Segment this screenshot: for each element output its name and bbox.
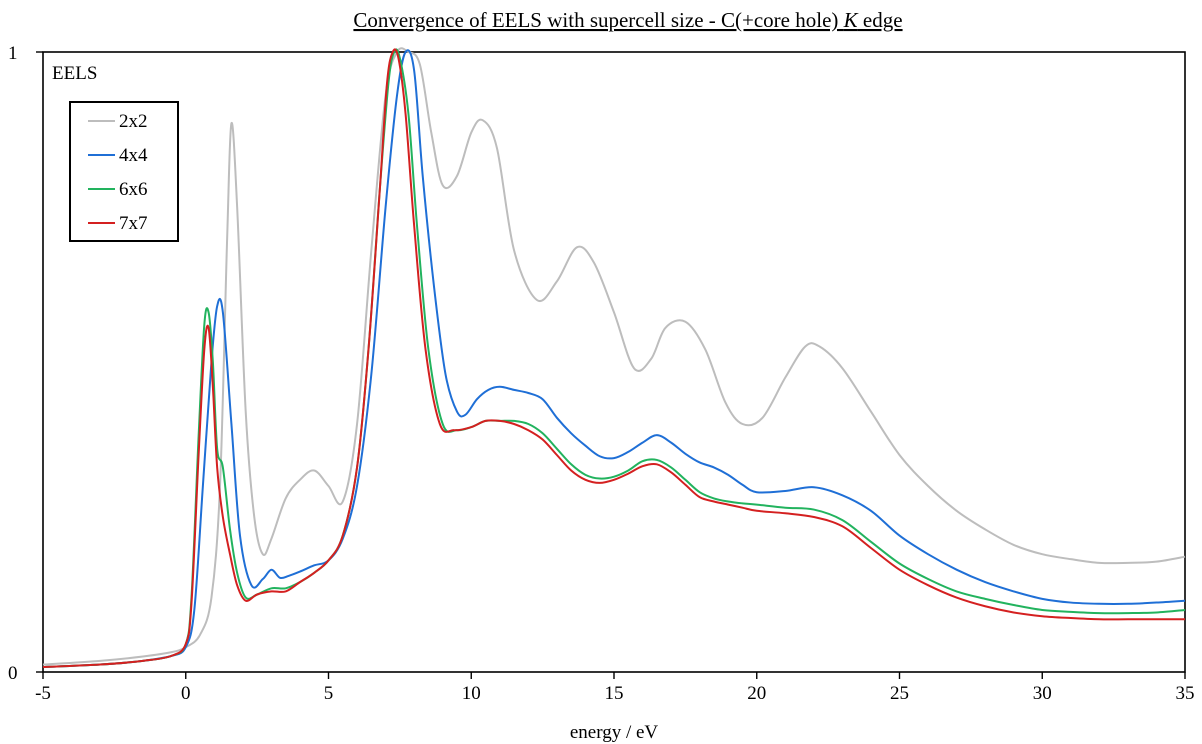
chart-title-italic: K — [843, 8, 859, 32]
x-tick-label: -5 — [35, 683, 51, 704]
x-tick-label: 0 — [181, 683, 191, 704]
chart-title: Convergence of EELS with supercell size … — [353, 8, 902, 32]
x-tick-label: 15 — [605, 683, 624, 704]
chart-title-suffix: edge — [858, 8, 903, 32]
y-tick-label: 1 — [8, 43, 18, 64]
series-line-4x4 — [42, 49, 1186, 669]
legend-box — [69, 101, 179, 242]
legend-label-2x2: 2x2 — [119, 111, 148, 132]
x-tick-label: 20 — [747, 683, 766, 704]
series-lines — [42, 47, 1186, 669]
y-tick-label: 0 — [8, 663, 18, 684]
y-axis-label: EELS — [52, 63, 97, 84]
legend: 2x2 4x4 6x6 7x7 — [69, 101, 179, 242]
chart-title-prefix: Convergence of EELS with supercell size … — [353, 8, 843, 32]
x-tick-label: 5 — [324, 683, 334, 704]
x-tick-label: 30 — [1033, 683, 1052, 704]
x-tick-label: 25 — [890, 683, 909, 704]
series-line-2x2 — [42, 47, 1186, 666]
x-tick-label: 35 — [1176, 683, 1195, 704]
legend-label-7x7: 7x7 — [119, 213, 148, 234]
legend-label-4x4: 4x4 — [119, 145, 148, 166]
x-tick-label: 10 — [462, 683, 481, 704]
x-axis-label: energy / eV — [570, 722, 659, 743]
series-line-7x7 — [42, 48, 1185, 669]
legend-label-6x6: 6x6 — [119, 179, 148, 200]
axis-ticks: -5 0 5 10 15 20 25 30 35 0 1 — [8, 43, 1195, 704]
